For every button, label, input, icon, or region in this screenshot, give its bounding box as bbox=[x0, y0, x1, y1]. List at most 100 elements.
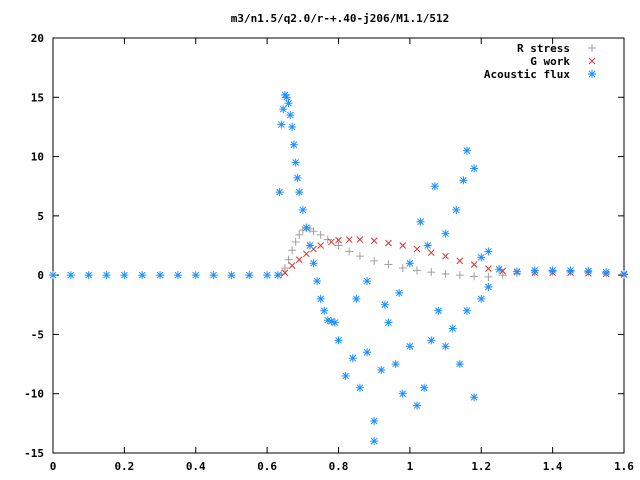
data-point bbox=[345, 247, 354, 256]
data-point bbox=[330, 318, 339, 327]
y-tick-label: 0 bbox=[37, 269, 44, 282]
data-point bbox=[384, 260, 393, 269]
data-point bbox=[316, 230, 325, 239]
series-group bbox=[49, 90, 628, 446]
data-point bbox=[341, 371, 350, 380]
data-point bbox=[280, 264, 289, 273]
data-point bbox=[441, 229, 450, 238]
data-point bbox=[345, 236, 353, 243]
data-point bbox=[309, 259, 318, 268]
data-point bbox=[120, 271, 129, 280]
data-point bbox=[334, 241, 343, 250]
data-point bbox=[477, 294, 486, 303]
data-point bbox=[363, 277, 372, 286]
data-point bbox=[363, 348, 372, 357]
data-point bbox=[370, 416, 379, 425]
data-point bbox=[245, 271, 254, 280]
data-point bbox=[413, 245, 421, 253]
data-point bbox=[380, 300, 389, 309]
data-point bbox=[399, 242, 407, 249]
data-point bbox=[484, 272, 493, 281]
x-tick-label: 1.2 bbox=[471, 460, 491, 473]
legend-label: G work bbox=[530, 55, 570, 68]
data-point bbox=[495, 265, 504, 274]
data-point bbox=[477, 253, 486, 262]
data-point bbox=[405, 259, 414, 268]
data-point bbox=[370, 256, 379, 265]
legend-marker bbox=[588, 57, 596, 65]
data-point bbox=[584, 266, 593, 275]
data-point bbox=[484, 283, 493, 291]
data-point bbox=[384, 318, 393, 327]
data-point bbox=[334, 336, 343, 345]
data-point bbox=[512, 267, 521, 276]
data-point bbox=[191, 271, 200, 280]
data-point bbox=[277, 120, 286, 129]
data-point bbox=[291, 237, 300, 246]
y-tick-label: -5 bbox=[31, 328, 44, 341]
data-point bbox=[441, 342, 450, 351]
legend-marker bbox=[588, 44, 596, 52]
data-point bbox=[156, 271, 165, 280]
chart-title: m3/n1.5/q2.0/r-+.40-j206/M1.1/512 bbox=[231, 12, 450, 25]
data-point bbox=[442, 252, 449, 260]
data-point bbox=[173, 271, 182, 280]
data-point bbox=[391, 360, 400, 369]
data-point bbox=[209, 271, 218, 280]
data-point bbox=[66, 271, 75, 280]
data-point bbox=[434, 306, 443, 315]
y-tick-label: -10 bbox=[24, 388, 44, 401]
data-point bbox=[335, 236, 342, 244]
data-point bbox=[398, 389, 407, 398]
data-point bbox=[284, 99, 293, 108]
data-point bbox=[313, 277, 322, 286]
data-point bbox=[455, 360, 464, 369]
data-point bbox=[377, 366, 386, 374]
data-point bbox=[427, 268, 436, 277]
data-point bbox=[470, 393, 479, 402]
data-point bbox=[305, 241, 314, 250]
data-point bbox=[295, 230, 304, 239]
data-point bbox=[273, 271, 282, 280]
data-point bbox=[470, 261, 478, 268]
data-point bbox=[279, 105, 288, 114]
data-point bbox=[370, 237, 378, 245]
data-point bbox=[284, 255, 293, 264]
data-point bbox=[452, 205, 461, 214]
x-tick-label: 1 bbox=[407, 460, 414, 473]
data-point bbox=[427, 336, 436, 345]
data-point bbox=[448, 324, 457, 333]
y-tick-label: 20 bbox=[31, 32, 44, 45]
data-point bbox=[485, 265, 492, 272]
data-point bbox=[49, 271, 57, 280]
data-point bbox=[288, 262, 296, 270]
data-point bbox=[355, 252, 364, 261]
data-point bbox=[309, 227, 318, 236]
data-point bbox=[441, 269, 450, 278]
data-point bbox=[370, 437, 379, 446]
data-point bbox=[320, 306, 329, 315]
data-point bbox=[395, 288, 404, 297]
x-tick-label: 0.2 bbox=[114, 460, 134, 473]
data-point bbox=[413, 401, 422, 410]
data-point bbox=[352, 294, 361, 303]
data-point bbox=[102, 271, 111, 280]
x-tick-label: 1.4 bbox=[543, 460, 563, 473]
data-point bbox=[355, 383, 364, 392]
data-point bbox=[275, 188, 284, 197]
data-point bbox=[298, 205, 307, 214]
y-tick-label: 15 bbox=[31, 91, 44, 104]
data-point bbox=[385, 239, 392, 247]
x-tick-label: 0.6 bbox=[257, 460, 277, 473]
x-tick-label: 0.8 bbox=[329, 460, 349, 473]
data-point bbox=[427, 249, 435, 256]
data-point bbox=[416, 217, 425, 226]
data-point bbox=[470, 272, 479, 281]
data-point bbox=[530, 266, 539, 275]
data-point bbox=[138, 271, 147, 280]
data-point bbox=[84, 271, 93, 280]
data-point bbox=[498, 271, 507, 280]
data-point bbox=[288, 122, 297, 131]
